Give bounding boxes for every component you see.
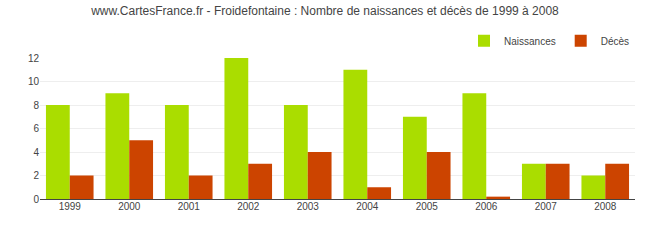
svg-text:1999: 1999 [59, 201, 82, 212]
svg-text:2003: 2003 [297, 201, 320, 212]
svg-text:10: 10 [28, 76, 40, 87]
svg-text:2004: 2004 [356, 201, 379, 212]
svg-text:2001: 2001 [178, 201, 201, 212]
svg-text:2005: 2005 [416, 201, 439, 212]
svg-text:2008: 2008 [594, 201, 617, 212]
svg-text:Naissances: Naissances [504, 36, 556, 47]
svg-text:4: 4 [33, 147, 39, 158]
svg-text:2000: 2000 [118, 201, 141, 212]
svg-text:6: 6 [33, 123, 39, 134]
svg-text:2: 2 [33, 170, 39, 181]
svg-text:2002: 2002 [237, 201, 260, 212]
svg-text:Décès: Décès [601, 36, 629, 47]
svg-text:0: 0 [33, 194, 39, 205]
svg-text:2006: 2006 [475, 201, 498, 212]
svg-text:12: 12 [28, 53, 40, 64]
svg-text:8: 8 [33, 100, 39, 111]
svg-text:2007: 2007 [535, 201, 558, 212]
svg-text:www.CartesFrance.fr - Froidefo: www.CartesFrance.fr - Froidefontaine : N… [90, 4, 559, 18]
